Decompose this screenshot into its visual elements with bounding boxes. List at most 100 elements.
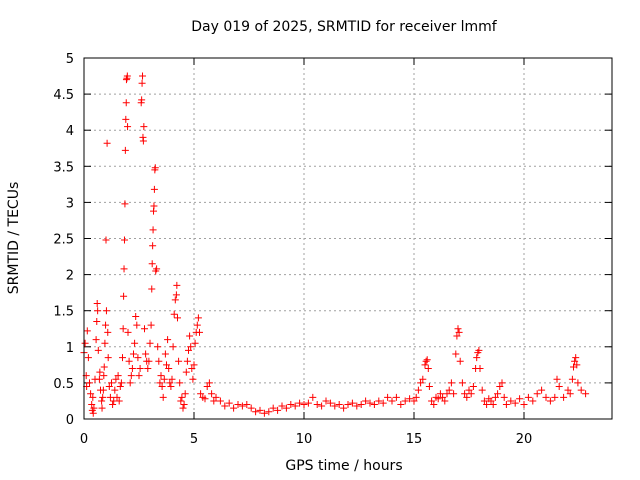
y-tick-label: 1.5 (53, 305, 74, 320)
data-point (417, 379, 425, 387)
data-point (196, 328, 203, 336)
data-point (185, 346, 192, 354)
data-point (121, 200, 129, 208)
data-points (80, 72, 590, 417)
data-point (453, 332, 461, 340)
data-point (212, 393, 220, 401)
data-point (120, 236, 128, 244)
y-tick-label: 0 (66, 413, 74, 428)
data-point (487, 397, 495, 405)
data-point (102, 236, 110, 244)
data-point (450, 390, 458, 398)
data-point (98, 397, 106, 405)
data-point (124, 328, 132, 336)
data-point (151, 164, 159, 172)
data-point (169, 343, 177, 351)
data-point (247, 404, 255, 412)
data-point (412, 393, 420, 401)
data-point (216, 397, 224, 405)
data-point (100, 363, 108, 371)
data-point (119, 354, 126, 362)
data-point (94, 346, 102, 354)
y-tick-label: 0.5 (53, 377, 74, 392)
data-point (173, 281, 181, 289)
data-point (201, 395, 209, 403)
data-point (135, 372, 143, 380)
data-point (542, 393, 550, 401)
data-point (114, 372, 122, 380)
data-point (86, 379, 93, 387)
data-point (149, 242, 157, 250)
data-point (475, 346, 483, 354)
data-point (555, 383, 563, 391)
data-point (384, 393, 392, 401)
data-point (489, 401, 497, 409)
data-point (150, 202, 158, 210)
data-point (344, 401, 352, 409)
data-point (125, 357, 133, 365)
data-point (98, 404, 106, 412)
data-point (572, 354, 580, 362)
data-point (496, 383, 504, 391)
data-point (117, 379, 125, 387)
data-point (158, 383, 166, 391)
data-point (111, 386, 119, 394)
data-point (188, 364, 196, 372)
data-point (516, 395, 524, 403)
data-point (138, 96, 146, 104)
data-point (507, 397, 515, 405)
y-tick-label: 2 (66, 269, 74, 284)
data-point (116, 383, 124, 391)
data-point (166, 379, 174, 387)
data-point (353, 402, 361, 410)
data-point (221, 402, 229, 410)
data-point (265, 408, 273, 416)
data-point (410, 397, 418, 405)
data-point (197, 390, 205, 398)
data-point (210, 397, 218, 405)
data-point (335, 401, 343, 409)
x-tick-label: 10 (296, 432, 313, 447)
data-point (573, 361, 581, 369)
data-point (112, 375, 120, 383)
data-point (155, 357, 163, 365)
data-point (165, 364, 173, 372)
data-point (81, 339, 89, 347)
data-point (133, 321, 141, 329)
data-point (230, 404, 238, 412)
data-point (174, 314, 181, 322)
data-point (577, 386, 585, 394)
data-point (194, 314, 202, 322)
data-point (397, 401, 405, 409)
data-point (419, 375, 427, 383)
data-point (176, 379, 184, 387)
data-point (445, 386, 453, 394)
data-point (167, 383, 175, 391)
x-tick-label: 15 (406, 432, 423, 447)
data-point (168, 375, 176, 383)
data-point (183, 357, 191, 365)
data-point (256, 406, 264, 414)
data-point (154, 343, 162, 351)
data-point (463, 393, 471, 401)
x-tick-label: 5 (190, 432, 198, 447)
data-point (436, 390, 444, 398)
data-point (476, 364, 484, 372)
data-point (309, 393, 317, 401)
data-point (520, 401, 528, 409)
data-point (93, 299, 101, 307)
data-point (148, 285, 156, 293)
data-point (478, 386, 486, 394)
data-point (452, 350, 460, 358)
data-point (84, 354, 92, 362)
data-point (138, 79, 146, 87)
data-point (252, 408, 260, 416)
data-point (121, 146, 129, 154)
data-point (454, 325, 462, 333)
data-point (92, 336, 100, 344)
data-point (560, 393, 568, 401)
data-point (524, 393, 532, 401)
data-point (300, 401, 308, 409)
data-point (120, 265, 128, 273)
data-point (421, 361, 429, 369)
